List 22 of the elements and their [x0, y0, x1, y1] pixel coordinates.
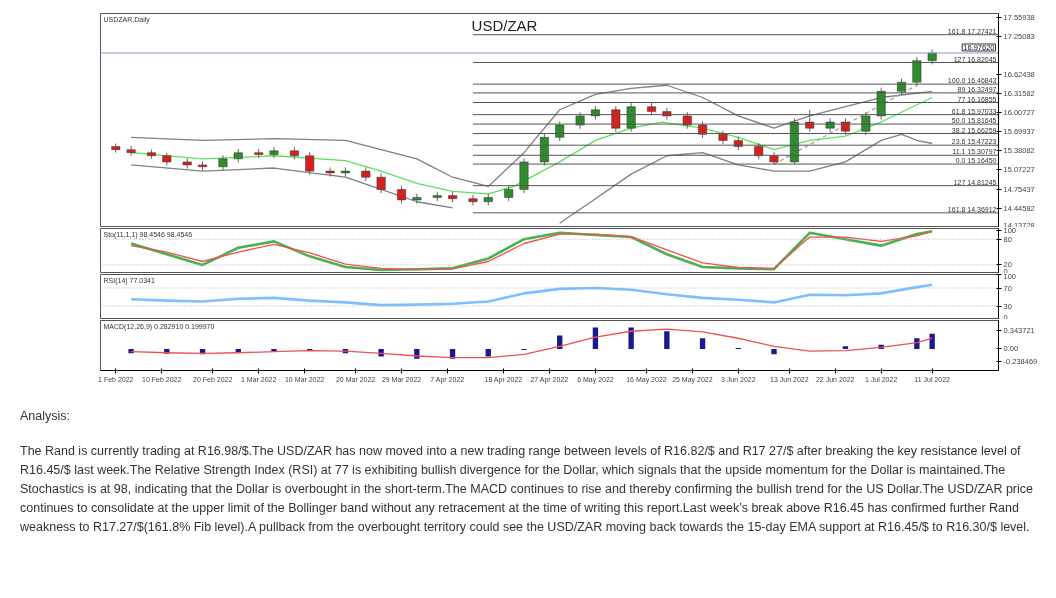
candlestick [555, 120, 565, 142]
candlestick [269, 146, 279, 159]
bar [592, 327, 599, 349]
text: Analysis: [20, 408, 72, 425]
line-series [130, 84, 933, 188]
line-series [129, 283, 934, 307]
candlestick [468, 194, 478, 206]
bar [842, 346, 849, 349]
candlestick [126, 145, 136, 157]
bar [699, 338, 706, 349]
candlestick [305, 151, 315, 176]
candlestick [325, 166, 335, 178]
bar [628, 327, 634, 349]
text: The Rand is currently trading at R16.98/$.The USD/ZAR has now moved into a new trading range between levels of R16.82/$ and R17 27/$ after breaking the key resistance level of R16.45/$ last week.The Relative Strength Index (RSI) at 77 is exhibiting bullish divergence for the Dollar, which signals that the upside momentum for the Dollar is maintained.The Stochastics is at 98, indicating that the Dollar is overbought in the short-term.The MACD continues to rise and thereby confirming the bullish trend for the US Dollar.The USD/ZAR price continues to consolidate at the upper limit of the Bollinger band without any retracement at the time of writing this report.Last week’s break above R16.45 has confirmed further Rand weakness to R17.27/$(161.8% Fib level).A pullback from the overbought territory could see the USD/ZAR moving back towards the 15-day EMA support at R16.45/$ to R16.30/$ level. [20, 443, 1034, 536]
bar [771, 348, 777, 355]
bar [929, 333, 935, 349]
candlestick [376, 173, 386, 194]
bar [485, 348, 491, 357]
bar [271, 348, 277, 352]
chart-title: USD/ZAR [471, 16, 538, 34]
bar [664, 331, 670, 349]
candlestick [912, 56, 922, 87]
